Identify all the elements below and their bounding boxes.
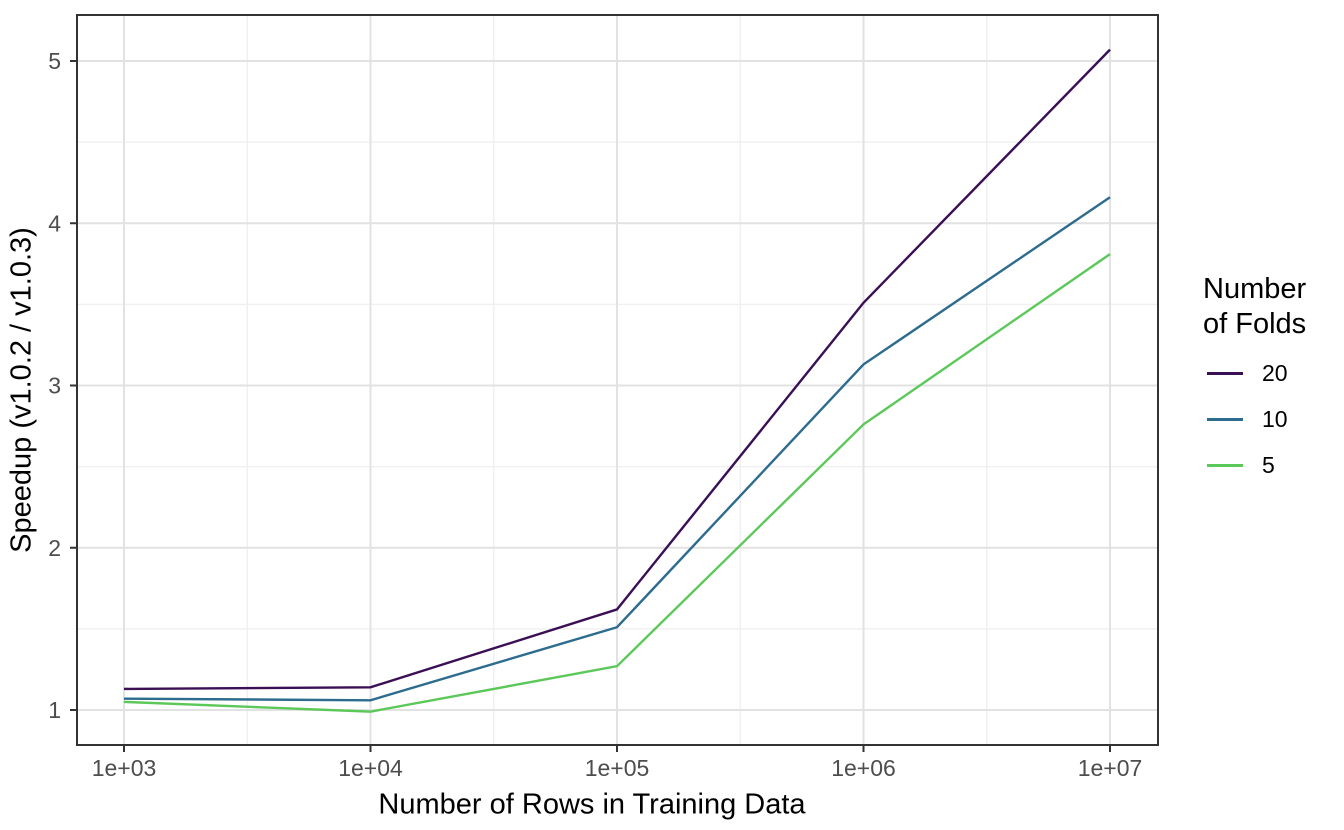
legend: Number of Folds 20 10 5 [1203, 272, 1343, 488]
series-line-5 [123, 253, 1111, 713]
x-tick-label: 1e+04 [338, 755, 403, 781]
x-axis-title: Number of Rows in Training Data [378, 788, 806, 821]
y-tick-label: 3 [48, 373, 61, 399]
x-tick-label: 1e+07 [1078, 755, 1143, 781]
legend-entries: 20 10 5 [1203, 350, 1343, 488]
x-tick-label: 1e+05 [585, 755, 650, 781]
legend-entry-5: 5 [1207, 442, 1343, 488]
y-tick-label: 4 [48, 210, 61, 236]
legend-key-line-10 [1207, 417, 1243, 421]
legend-label-20: 20 [1262, 359, 1288, 386]
legend-key-line-5 [1207, 463, 1243, 467]
y-tick-label: 2 [48, 535, 61, 561]
y-axis-title: Speedup (v1.0.2 / v1.0.3) [5, 227, 38, 553]
legend-label-10: 10 [1262, 405, 1288, 432]
legend-key-line-20 [1207, 371, 1243, 375]
series-line-20 [123, 48, 1111, 691]
y-tick-label: 1 [48, 697, 61, 723]
y-tick-label: 5 [48, 48, 61, 74]
legend-label-5: 5 [1262, 451, 1275, 478]
legend-title: Number of Folds [1203, 273, 1307, 340]
legend-entry-10: 10 [1207, 396, 1343, 442]
series-line-10 [123, 196, 1111, 702]
x-tick-label: 1e+06 [831, 755, 896, 781]
x-tick-label: 1e+03 [92, 755, 157, 781]
legend-entry-20: 20 [1207, 350, 1343, 396]
